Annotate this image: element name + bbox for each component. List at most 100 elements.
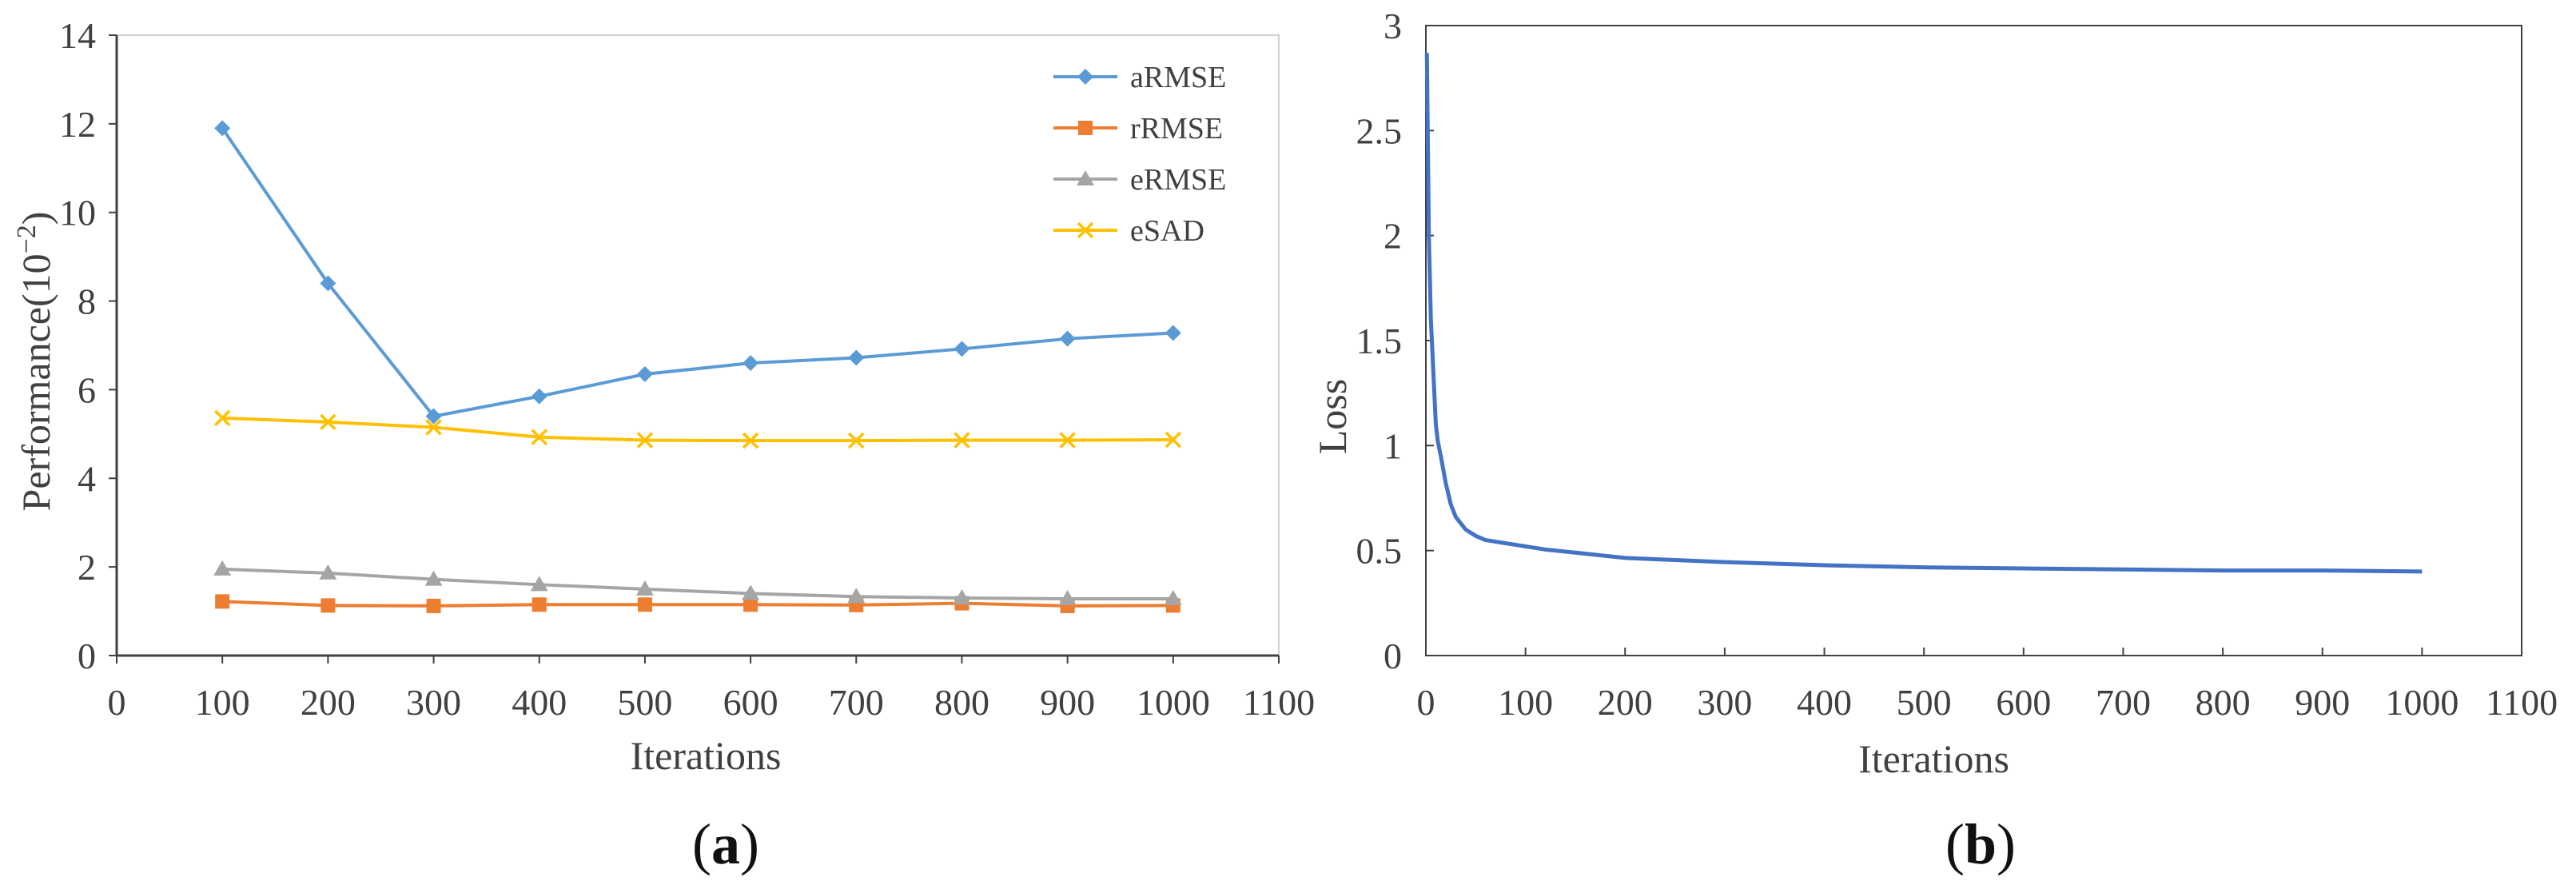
x-tick-label-a: 600: [723, 682, 778, 723]
panel-label-a: (a): [692, 812, 759, 876]
x-tick-label-a: 1100: [1243, 682, 1315, 723]
legend-label-rrmse: rRMSE: [1130, 112, 1223, 146]
legend-item-armse: aRMSE: [1053, 61, 1226, 94]
x-tick-label-b: 700: [2096, 682, 2151, 723]
x-tick-label-a: 300: [406, 682, 461, 723]
data-point-rrmse: [743, 597, 758, 612]
panel-label-b: (b): [1945, 812, 2016, 876]
data-point-rrmse: [321, 598, 336, 613]
y-tick-label-b: 3: [1384, 6, 1402, 46]
x-tick-label-a: 1000: [1137, 682, 1210, 723]
x-tick-label-b: 0: [1417, 682, 1435, 723]
data-point-armse: [320, 275, 336, 292]
legend-marker-armse: [1077, 69, 1093, 85]
y-tick-label-b: 0.5: [1356, 531, 1403, 572]
data-point-esad: [320, 413, 336, 431]
x-tick-label-a: 200: [301, 682, 356, 723]
series-group-b: [1424, 53, 2423, 574]
data-point-rrmse: [532, 597, 547, 612]
data-point-armse: [531, 388, 547, 405]
panel-label-a-close: ): [740, 812, 759, 876]
data-point-armse: [954, 341, 970, 357]
legend-item-rrmse: rRMSE: [1053, 112, 1223, 146]
panel-label-a-letter: a: [711, 812, 740, 876]
data-point-ermse: [742, 584, 760, 600]
x-tick-label-a: 900: [1040, 682, 1095, 723]
data-point-armse: [425, 408, 442, 425]
y-axis-title-a-suffix: ): [14, 212, 58, 225]
x-tick-label-b: 300: [1697, 682, 1752, 723]
y-tick-label-a: 10: [59, 193, 96, 233]
data-point-ermse: [213, 560, 232, 576]
y-tick-labels-b: 0 0.5 1 1.5 2 2.5 3: [1356, 6, 1403, 676]
data-point-ermse: [1164, 590, 1182, 606]
data-point-ermse: [847, 588, 866, 604]
data-point-ermse: [530, 576, 548, 592]
y-tick-label-a: 12: [59, 104, 96, 145]
legend-label-ermse: eRMSE: [1130, 163, 1226, 197]
axes-b: [1425, 25, 2522, 656]
legend-label-armse: aRMSE: [1130, 61, 1226, 94]
data-point-armse: [636, 366, 653, 383]
data-point-esad: [954, 432, 970, 448]
x-tick-label-b: 200: [1598, 682, 1653, 723]
data-point-esad: [1059, 432, 1076, 448]
panel-label-a-open: (: [692, 812, 711, 876]
x-tick-label-a: 500: [617, 682, 672, 723]
y-axis-title-a-base: Performance(10: [14, 253, 58, 511]
legend-label-esad: eSAD: [1130, 214, 1204, 248]
y-tick-labels-a: 0 2 4 6 8 10 12 14: [59, 15, 96, 676]
series-line-rrmse: [222, 600, 1173, 608]
x-tick-label-a: 0: [108, 682, 126, 723]
y-tick-label-a: 8: [78, 281, 96, 322]
panel-label-b-letter: b: [1965, 812, 1997, 876]
data-point-esad: [425, 419, 442, 436]
data-point-ermse: [953, 588, 971, 604]
data-point-esad: [848, 432, 865, 449]
y-axis-title-a: Performance(10−2): [12, 212, 59, 512]
data-point-rrmse: [215, 594, 230, 609]
x-tick-label-b: 1000: [2385, 682, 2459, 723]
x-tick-label-b: 900: [2295, 682, 2350, 723]
legend-marker-rrmse: [1078, 121, 1093, 135]
x-tick-label-a: 700: [829, 682, 884, 723]
y-tick-label-a: 6: [78, 369, 96, 410]
axes-a: [109, 34, 1280, 664]
series-esad: [213, 409, 1182, 449]
y-tick-label-a: 4: [78, 458, 96, 499]
data-point-ermse: [1058, 590, 1077, 606]
panel-label-b-open: (: [1945, 812, 1965, 876]
data-point-armse: [743, 355, 759, 372]
series-ermse: [213, 560, 1182, 606]
y-tick-label-a: 14: [59, 15, 96, 56]
y-tick-label-a: 2: [78, 547, 96, 588]
x-tick-label-b: 800: [2196, 682, 2251, 723]
series-line-loss: [1424, 53, 2423, 574]
x-tick-label-b: 100: [1498, 682, 1553, 723]
x-tick-label-b: 600: [1996, 682, 2051, 723]
data-point-esad: [531, 429, 547, 445]
data-point-ermse: [635, 580, 654, 596]
series-line-armse: [221, 127, 1173, 418]
series-armse: [214, 120, 1181, 425]
data-point-esad: [742, 432, 759, 449]
y-axis-title-b: Loss: [1310, 379, 1355, 454]
chart-panel-b: 0 0.5 1 1.5 2 2.5 3 0 100 200 300 400 500 600 700 800 9…: [1310, 6, 2558, 876]
legend-a: aRMSE rRMSE eRMSE eSAD: [1053, 61, 1226, 248]
y-axis-title-a-exponent: −2: [12, 225, 42, 253]
chart-panel-a: 0 2 4 6 8 10 12 14 0 100 200 300 400 500 600 700 800 900…: [12, 15, 1316, 876]
series-line-esad: [222, 416, 1173, 443]
legend-item-esad: eSAD: [1053, 214, 1204, 248]
series-group-a: [213, 120, 1182, 613]
y-tick-label-b: 2: [1384, 216, 1402, 257]
panel-label-b-close: ): [1997, 812, 2016, 876]
data-point-esad: [636, 432, 654, 448]
data-point-esad: [1165, 431, 1182, 448]
legend-item-ermse: eRMSE: [1053, 163, 1226, 197]
y-tick-label-b: 0: [1384, 636, 1402, 676]
data-point-ermse: [319, 564, 337, 580]
data-point-armse: [1059, 330, 1076, 347]
y-tick-label-a: 0: [78, 636, 96, 676]
y-tick-label-b: 2.5: [1356, 110, 1403, 151]
